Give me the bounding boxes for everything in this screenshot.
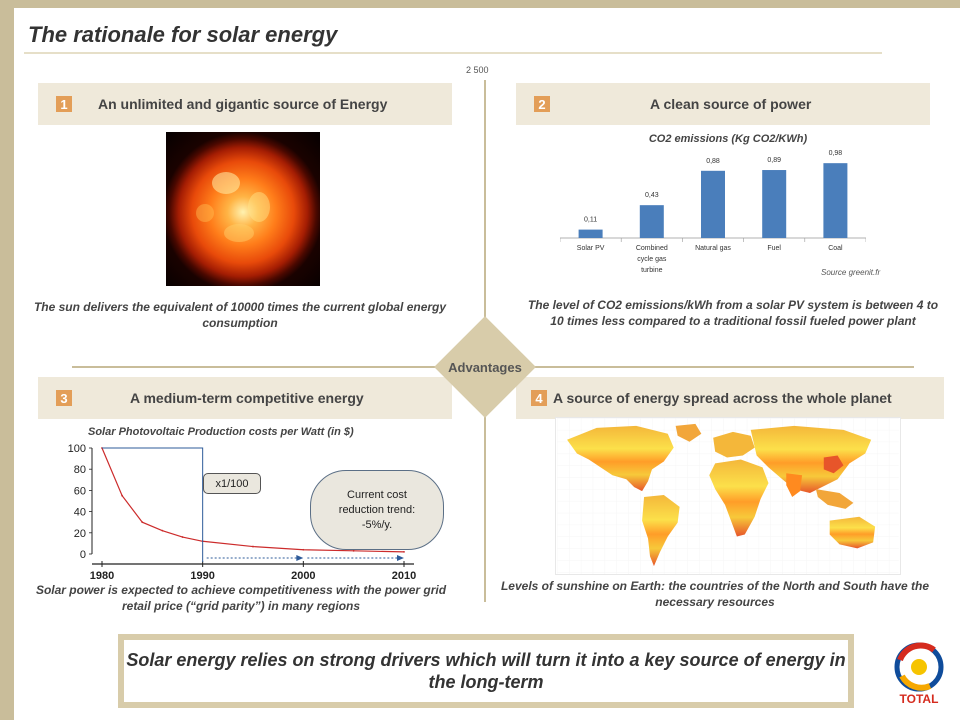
sun-flare [224,224,254,242]
x-tick-label: 2000 [291,570,315,580]
cost-data-point [141,521,144,524]
total-logo: TOTAL [890,640,948,712]
page-title: The rationale for solar energy [28,22,338,47]
cost-data-point [403,550,405,553]
sun-flare [196,204,214,222]
category-label: Natural gas [695,245,731,252]
reduction-bracket [102,447,204,562]
quadrant-4-caption: Levels of sunshine on Earth: the countri… [500,579,930,609]
pv-chart-title: Solar Photovoltaic Production costs per … [88,426,354,438]
chart-source: Source greenit.fr [821,268,881,277]
cost-data-point [252,545,254,548]
bar [762,170,787,238]
quadrant-1-title: An unlimited and gigantic source of Ener… [98,96,388,112]
bottom-statement-text: Solar energy relies on strong drivers wh… [126,650,846,692]
pv-cost-line-chart: 0 20 40 60 80 100 1980 1990 2000 2010 [68,443,417,580]
north-america-shape [567,425,674,492]
x-tick-label: 1980 [90,570,114,580]
quadrant-3-header: 3 A medium-term competitive energy [38,377,452,419]
x-tick-label: 2010 [392,570,416,580]
cost-data-point [121,494,124,497]
title-underline [24,52,882,54]
quadrant-3-title: A medium-term competitive energy [130,390,364,406]
cost-data-point [181,536,184,538]
category-label: Solar PV [577,245,605,252]
bar-value-label: 0,11 [584,217,597,224]
y-tick-label: 80 [74,464,86,476]
quadrant-1-badge: 1 [56,96,72,112]
east-asia-hotspot [823,455,844,474]
quadrant-2-caption: The level of CO2 emissions/kWh from a so… [527,298,939,328]
top-number: 2 500 [466,65,489,75]
bar [701,170,725,238]
logo-ring-red [897,642,936,662]
co2-bar-chart: 0,11 Solar PV 0,43 Combined cycle gas turbine… [560,150,866,274]
category-label: Combined [636,245,668,252]
asia-shape [750,425,872,494]
bar-value-label: 0,88 [706,158,720,165]
sun-flare [248,192,270,222]
y-tick-label: 60 [74,485,86,497]
cost-reduction-box: x1/100 [203,473,261,494]
advantages-diamond: Advantages [434,316,536,418]
southeast-asia-shape [815,489,854,509]
quadrant-2-header: 2 A clean source of power [516,83,930,125]
bar-value-label: 0,89 [767,157,781,164]
y-tick-label: 40 [74,507,86,519]
cost-data-point [302,548,305,551]
greenland-shape [675,423,702,442]
category-label: turbine [641,267,663,274]
left-frame-band [0,0,14,720]
south-america-shape [642,495,680,567]
quadrant-1-caption: The sun delivers the equivalent of 10000… [33,300,447,330]
category-label: Coal [828,245,843,252]
logo-ring-orange [899,674,932,691]
bar [639,205,664,238]
quadrant-2-title: A clean source of power [650,96,812,112]
australia-shape [829,516,876,549]
co2-chart-title: CO2 emissions (Kg CO2/KWh) [648,133,808,145]
category-label: Fuel [767,245,781,252]
bar [578,229,603,238]
quadrant-4-title: A source of energy spread across the who… [553,390,892,406]
cost-series-line [101,447,405,553]
total-logo-mark-icon [894,642,944,692]
quadrant-3-badge: 3 [56,390,72,406]
bar-value-label: 0,98 [829,150,843,157]
advantages-label: Advantages [448,360,522,375]
x-tick-label: 1990 [190,570,214,580]
y-tick-label: 0 [80,549,86,561]
bar-value-label: 0,43 [645,192,659,199]
logo-wordmark: TOTAL [899,692,939,706]
logo-center [911,659,927,675]
cost-data-point [352,549,355,552]
y-tick-label: 100 [68,443,86,455]
category-label: cycle gas [637,256,667,263]
sun-image [166,132,320,286]
trend-arrowhead [296,555,304,561]
y-tick-label: 20 [74,528,86,540]
sun-flare [212,172,240,194]
bottom-statement-box: Solar energy relies on strong drivers wh… [124,640,848,702]
world-sunshine-map [555,417,901,575]
top-frame-band [0,0,960,8]
europe-shape [713,431,755,458]
cost-data-point [161,529,164,532]
quadrant-2-badge: 2 [534,96,550,112]
quadrant-4-badge: 4 [531,390,547,406]
quadrant-1-header: 1 An unlimited and gigantic source of En… [38,83,452,125]
africa-shape [709,459,769,537]
india-shape [786,473,803,497]
quadrant-4-header: 4 A source of energy spread across the w… [516,377,944,419]
trend-bubble: Current cost reduction trend: -5%/y. [310,470,444,550]
trend-arrowhead [397,555,404,561]
quadrant-3-caption: Solar power is expected to achieve compe… [35,583,447,613]
bar [823,163,848,238]
